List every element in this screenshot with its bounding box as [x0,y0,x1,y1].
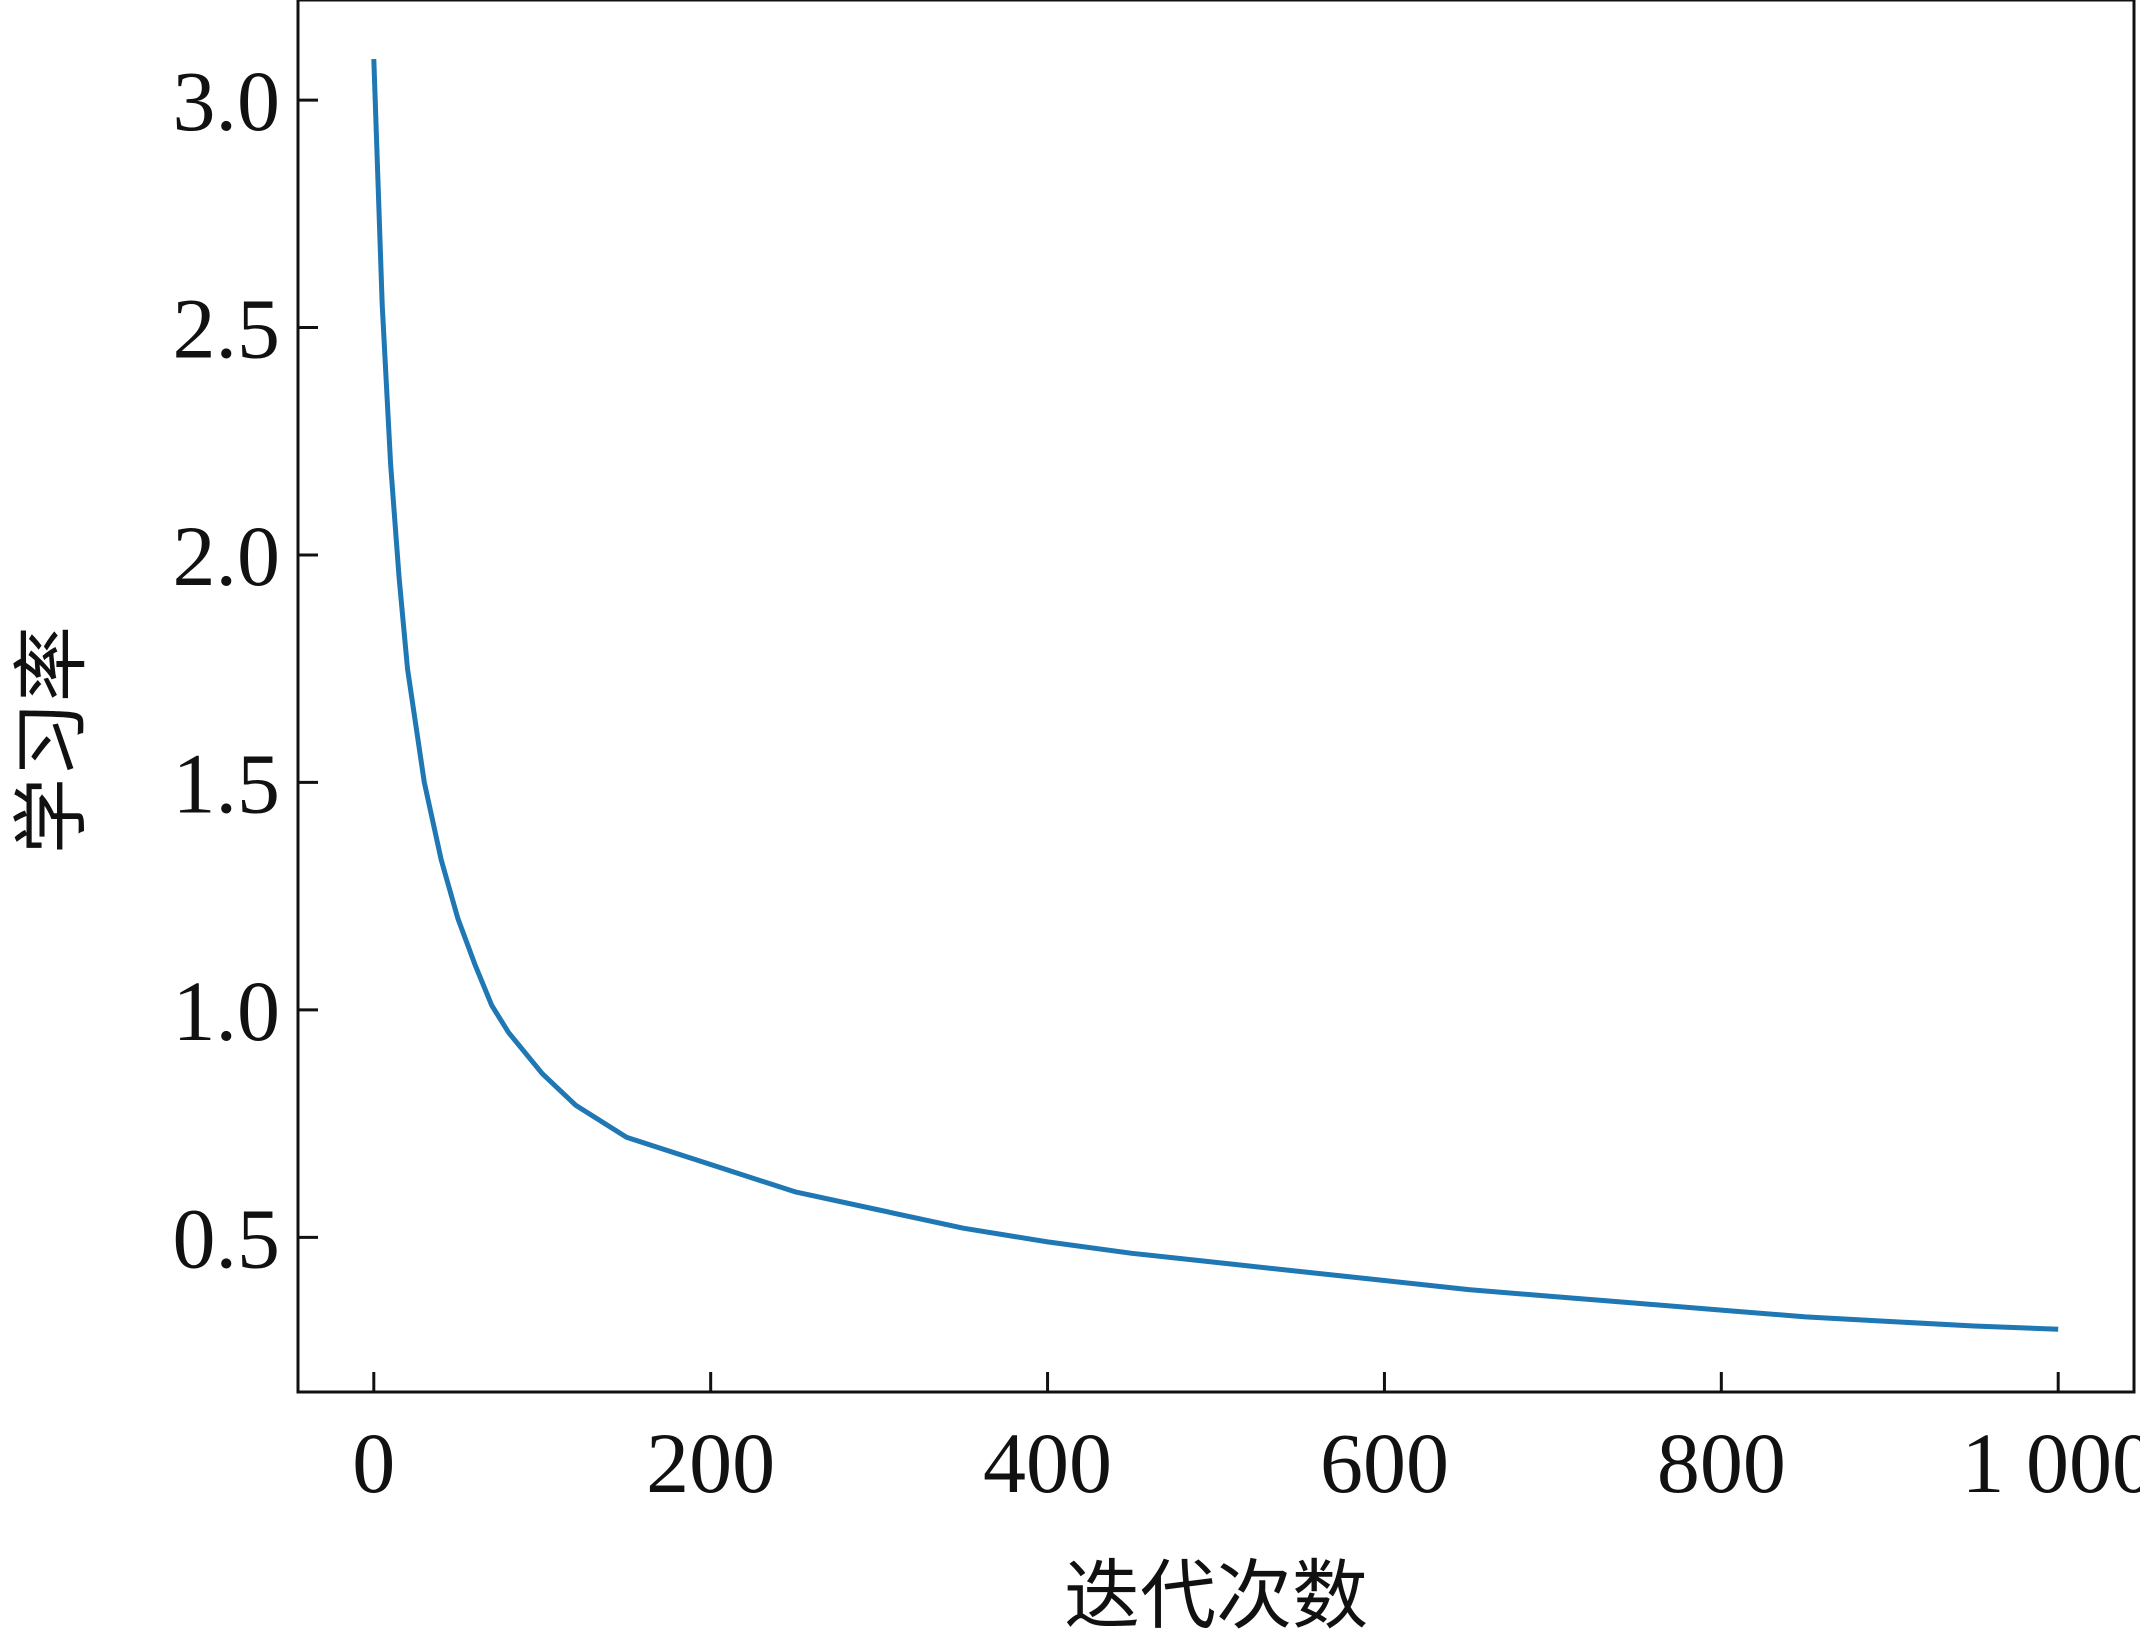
y-axis-ticks: 0.5 1.0 1.5 2.0 2.5 3.0 [173,53,318,1286]
y-tick-label: 3.0 [173,53,281,149]
x-tick-label: 600 [1320,1415,1449,1511]
y-tick-label: 2.0 [173,508,281,604]
series-layer [371,59,2059,1332]
y-tick-label: 0.5 [173,1190,281,1286]
x-tick-label: 0 [352,1415,395,1511]
x-tick-label: 200 [646,1415,775,1511]
y-axis-label: 学习率 [7,626,96,854]
x-tick-label: 400 [983,1415,1112,1511]
x-axis-label: 迭代次数 [1064,1551,1368,1640]
y-tick-label: 1.0 [173,963,281,1059]
x-axis-ticks: 0 200 400 600 800 1 000 [352,1372,2140,1511]
series-line [371,59,2059,1332]
x-tick-label: 1 000 [1961,1415,2140,1511]
y-tick-label: 2.5 [173,281,281,377]
y-tick-label: 1.5 [173,735,281,831]
x-tick-label: 800 [1657,1415,1786,1511]
plot-frame [296,0,2136,1394]
